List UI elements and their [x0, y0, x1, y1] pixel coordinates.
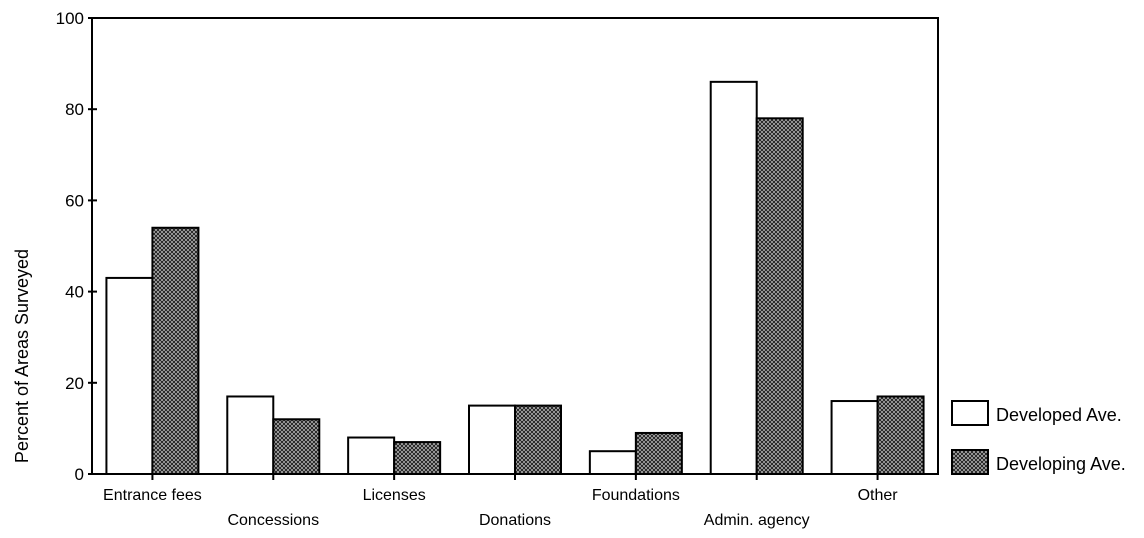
- bar-developed: [830, 400, 879, 476]
- y-axis: 0 20 40 60 80 100: [56, 9, 97, 484]
- legend-swatch-developed: [951, 400, 989, 426]
- x-axis: Entrance fees Concessions Licenses Donation…: [103, 471, 898, 529]
- bar-developing: [151, 226, 200, 475]
- bars-group: [105, 80, 925, 476]
- y-tick-label: 40: [65, 283, 84, 302]
- bar-developing: [634, 431, 683, 475]
- x-tick-label: Entrance fees: [103, 487, 202, 504]
- legend-swatch-developing: [951, 449, 989, 475]
- legend-label-developing: Developing Ave.: [996, 454, 1126, 474]
- bar-developed: [468, 404, 516, 476]
- bar-developing: [514, 404, 562, 476]
- y-axis-title: Percent of Areas Surveyed: [12, 249, 32, 463]
- bar-developing: [272, 418, 321, 475]
- bar-developed: [105, 276, 154, 476]
- bar-developed: [709, 80, 758, 475]
- y-tick-label: 80: [65, 100, 84, 119]
- x-tick-label: Licenses: [363, 487, 426, 504]
- bar-developing: [755, 117, 804, 475]
- x-tick-label: Foundations: [592, 487, 680, 504]
- y-tick-label: 20: [65, 374, 84, 393]
- x-tick-label: Donations: [479, 512, 551, 529]
- bar-developed: [588, 450, 637, 476]
- y-tick-label: 100: [56, 9, 84, 28]
- legend: Developed Ave. Developing Ave.: [951, 400, 1126, 475]
- x-tick-label: Admin. agency: [704, 512, 810, 529]
- bar-developing: [393, 441, 442, 475]
- x-tick-label: Other: [858, 487, 899, 504]
- bar-developed: [226, 395, 275, 476]
- y-tick-label: 0: [75, 465, 84, 484]
- y-tick-label: 60: [65, 191, 84, 210]
- x-tick-label: Concessions: [227, 512, 319, 529]
- bar-developing: [876, 395, 925, 476]
- bar-developed: [347, 436, 396, 475]
- legend-label-developed: Developed Ave.: [996, 405, 1122, 425]
